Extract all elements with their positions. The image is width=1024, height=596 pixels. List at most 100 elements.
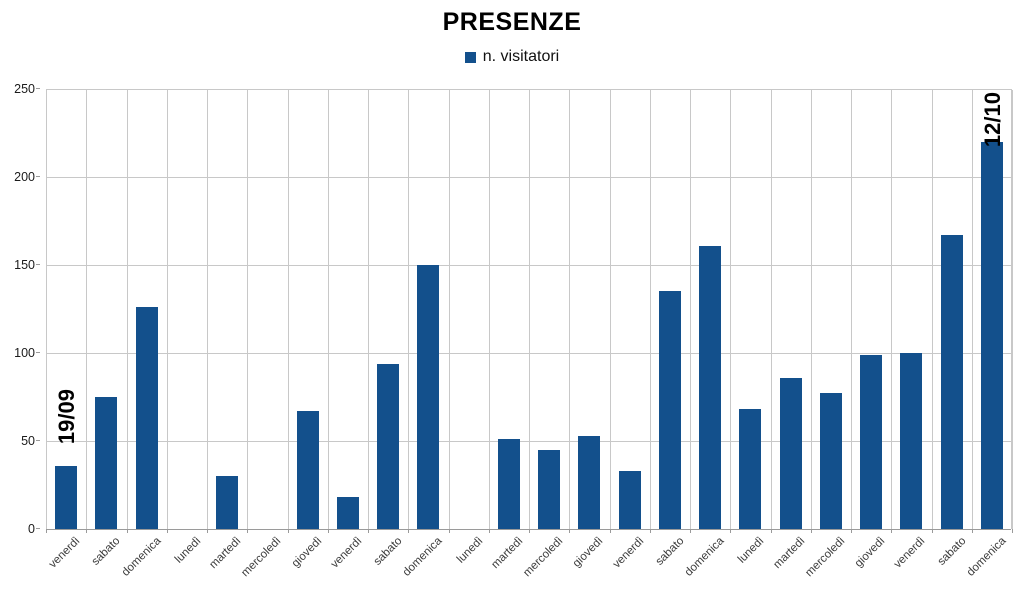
bar-slot (328, 90, 368, 529)
x-axis-tick-mark (448, 529, 450, 533)
x-axis-tick-mark (891, 529, 893, 533)
x-axis-tick-label: domenica (682, 535, 727, 579)
bar-slot (408, 90, 448, 529)
gridline-vertical (891, 90, 893, 529)
bar[interactable] (377, 363, 400, 529)
x-axis-tick-mark (810, 529, 812, 533)
x-axis-tick-mark (569, 529, 571, 533)
gridline-vertical (287, 90, 289, 529)
bar[interactable] (819, 393, 842, 529)
x-axis-tick-label: martedì (207, 535, 244, 572)
chart-legend: n. visitatori (0, 48, 1024, 66)
bar-slot (690, 90, 730, 529)
y-axis-tick-mark (36, 176, 40, 177)
x-axis-tick-mark (126, 529, 128, 533)
x-axis-tick-mark (207, 529, 208, 533)
gridline-horizontal (46, 265, 1011, 266)
x-axis-tick-label: lunedì (172, 535, 204, 566)
bar-slot (449, 90, 489, 529)
gridline-vertical (690, 90, 691, 529)
bar[interactable] (860, 354, 883, 529)
bar-slot (730, 90, 770, 529)
x-axis-tick-label: giovedì (852, 535, 888, 570)
x-axis-tick-label: domenica (401, 535, 445, 579)
bar-slot (46, 90, 86, 529)
y-axis-tick-label: 0 (28, 522, 35, 536)
bar-slot (932, 90, 972, 529)
bar-slot (771, 90, 811, 529)
gridline-vertical (327, 90, 329, 529)
bar[interactable] (417, 265, 440, 529)
gridline-vertical (649, 90, 651, 529)
bar[interactable] (779, 377, 802, 529)
y-axis: 0 50 100 150 200 250 (0, 82, 40, 536)
x-axis-tick-mark (408, 529, 410, 533)
x-axis-tick-label: venerdì (328, 535, 365, 571)
y-axis-tick-mark (36, 88, 40, 89)
x-axis-tick-mark (529, 529, 530, 533)
y-axis-tick-mark (36, 264, 40, 265)
gridline-vertical (730, 90, 732, 529)
bar[interactable] (699, 245, 722, 529)
gridline-vertical (971, 90, 973, 529)
x-axis-tick-mark (327, 529, 329, 533)
x-axis-tick-mark (86, 529, 88, 533)
bar[interactable] (336, 497, 359, 529)
gridline-vertical (569, 90, 571, 529)
x-axis-tick-mark (971, 529, 973, 533)
bar-slot (86, 90, 126, 529)
gridline-vertical (368, 90, 369, 529)
bar-slot (811, 90, 851, 529)
x-axis-tick-label: venerdì (892, 535, 928, 571)
x-axis-tick-label: mercoledì (239, 535, 284, 580)
bar[interactable] (658, 291, 681, 529)
y-axis-tick-mark (36, 352, 40, 353)
y-axis-tick-label: 250 (14, 82, 35, 96)
bar[interactable] (538, 449, 561, 529)
x-axis-tick-label: sabato (653, 535, 687, 568)
y-axis-tick-label: 200 (14, 170, 35, 184)
bar-slot (167, 90, 207, 529)
y-axis-tick-mark (36, 440, 40, 441)
bar-slot (851, 90, 891, 529)
gridline-vertical (851, 90, 852, 529)
bar[interactable] (135, 307, 158, 529)
bar[interactable] (578, 435, 601, 529)
gridline-vertical (488, 90, 490, 529)
bar[interactable] (900, 353, 923, 529)
x-axis-tick-label: mercoledì (521, 535, 566, 580)
bar[interactable] (216, 476, 239, 529)
x-axis-tick-label: lunedì (736, 535, 767, 566)
x-axis-tick-mark (166, 529, 168, 533)
bar-slot (610, 90, 650, 529)
bar[interactable] (497, 439, 520, 529)
gridline-vertical (86, 90, 88, 529)
y-axis-tick-mark (36, 528, 40, 529)
chart-title: PRESENZE (442, 8, 582, 36)
gridline-horizontal (46, 177, 1011, 178)
gridline-vertical (529, 90, 530, 529)
x-axis-tick-label: venerdì (610, 535, 647, 571)
gridline-vertical (1012, 90, 1013, 529)
bar[interactable] (618, 470, 641, 529)
gridline-horizontal (46, 353, 1011, 354)
bar[interactable] (980, 141, 1003, 529)
bar[interactable] (296, 411, 319, 529)
x-axis-tick-mark (931, 529, 933, 533)
bar[interactable] (95, 397, 118, 529)
bar-slot (972, 90, 1012, 529)
plot-area: 19/09 12/10 (46, 89, 1013, 530)
x-axis: venerdì sabato domenica lunedì martedì mercol… (46, 529, 1013, 596)
x-axis-tick-label: sabato (89, 535, 123, 568)
bar[interactable] (55, 465, 78, 529)
bar-slot (529, 90, 569, 529)
x-axis-tick-mark (368, 529, 369, 533)
bar[interactable] (739, 409, 762, 529)
bar-slot (891, 90, 931, 529)
plot-annotation-19-09: 19/09 (54, 388, 80, 444)
x-axis-tick-mark (649, 529, 651, 533)
bar[interactable] (940, 235, 963, 529)
bar-slot (569, 90, 609, 529)
gridline-horizontal (46, 89, 1011, 90)
x-axis-tick-mark (287, 529, 289, 533)
